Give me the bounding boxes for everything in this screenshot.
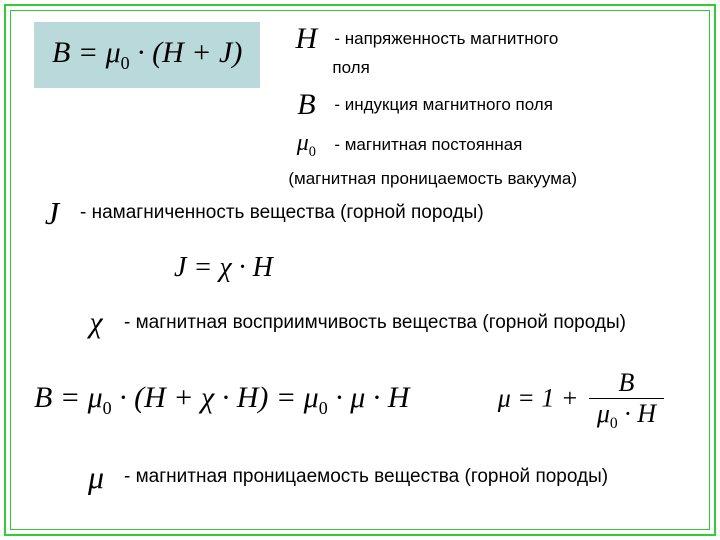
- def-B: B - индукция магнитного поля: [288, 88, 577, 122]
- formula-B-expanded: B = μ0 · (H + χ · H) = μ0 · μ · H: [34, 381, 409, 419]
- definitions-right: H - напряженность магнитного поля B - ин…: [288, 22, 577, 189]
- symbol-chi: χ: [78, 306, 114, 340]
- symbol-B: B: [288, 88, 324, 122]
- symbol-J: J: [34, 195, 70, 232]
- desc-J: - намагниченность вещества (горной пород…: [80, 202, 484, 224]
- formula-mu-num: B: [589, 368, 664, 399]
- formula-mu-lhs: μ = 1 +: [498, 383, 579, 412]
- desc-mu: - магнитная проницаемость вещества (горн…: [124, 466, 608, 488]
- def-H: H - напряженность магнитного: [288, 22, 577, 56]
- def-J: J - намагниченность вещества (горной пор…: [34, 195, 686, 232]
- formula-mu-den: μ0 · H: [589, 399, 664, 433]
- formula-J: J = χ · H: [174, 252, 686, 284]
- formula-mu: μ = 1 + B μ0 · H: [498, 368, 668, 433]
- desc-mu0-2: (магнитная проницаемость вакуума): [288, 169, 577, 189]
- top-row: B = μ0 · (H + J) H - напряженность магни…: [34, 22, 686, 189]
- def-mu0: μ0 - магнитная постоянная: [288, 130, 577, 161]
- main-formula: B = μ0 · (H + J): [52, 36, 242, 69]
- def-chi: χ - магнитная восприимчивость вещества (…: [78, 306, 686, 340]
- desc-B: - индукция магнитного поля: [334, 95, 553, 115]
- desc-chi: - магнитная восприимчивость вещества (го…: [124, 312, 626, 334]
- desc-H: - напряженность магнитного: [334, 29, 558, 49]
- formula-mu-frac: B μ0 · H: [589, 368, 664, 433]
- def-mu: μ - магнитная проницаемость вещества (го…: [78, 459, 686, 496]
- desc-mu0: - магнитная постоянная: [334, 135, 522, 155]
- symbol-mu0: μ0: [288, 130, 324, 161]
- main-formula-box: B = μ0 · (H + J): [34, 22, 260, 88]
- desc-H-2: поля: [332, 58, 577, 78]
- symbol-H: H: [288, 22, 324, 56]
- slide-content: B = μ0 · (H + J) H - напряженность магни…: [14, 14, 706, 526]
- expanded-formulas-row: B = μ0 · (H + χ · H) = μ0 · μ · H μ = 1 …: [34, 368, 686, 433]
- symbol-mu: μ: [78, 459, 114, 496]
